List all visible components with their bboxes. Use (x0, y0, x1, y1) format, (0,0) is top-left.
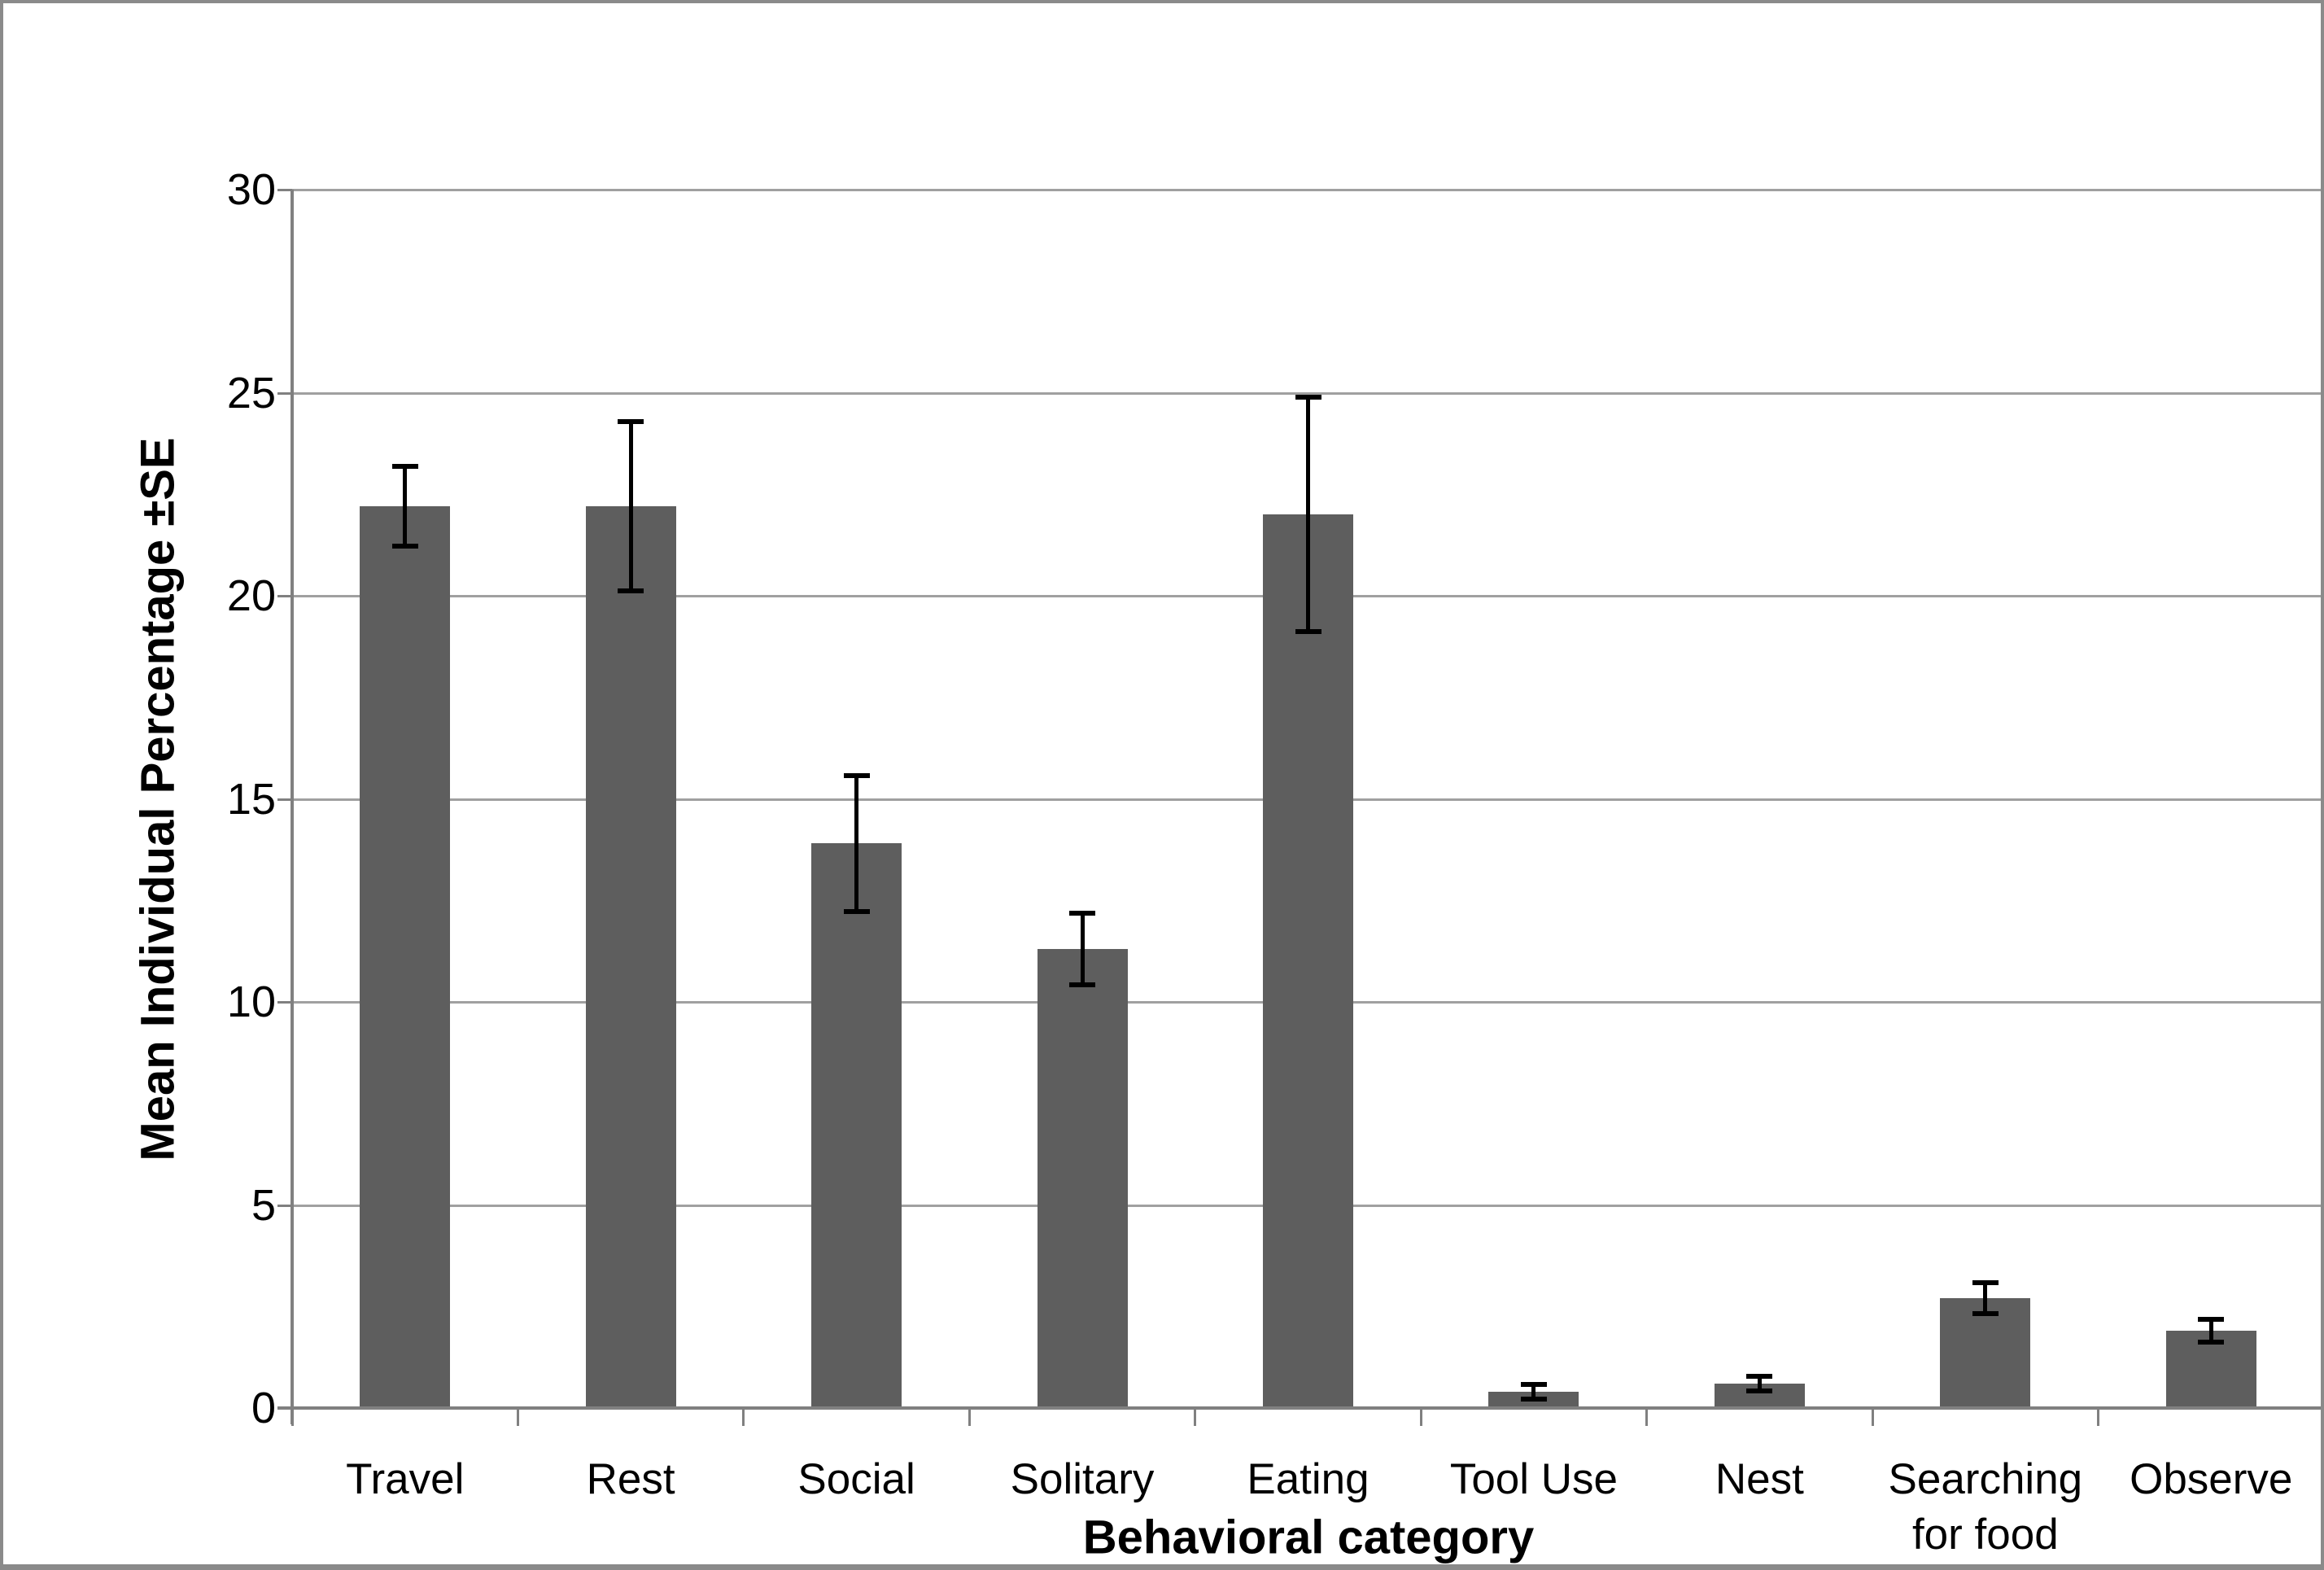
y-tick-30 (277, 189, 292, 191)
category-label-observe: Observe (2130, 1455, 2293, 1503)
error-cap-bottom-nest (1746, 1389, 1773, 1394)
error-cap-bottom-searching-for-food (1972, 1311, 1999, 1317)
error-cap-bottom-travel (391, 544, 418, 549)
y-tick-label-25: 25 (226, 368, 276, 418)
y-tick-15 (277, 798, 292, 801)
y-tick-label-5: 5 (251, 1180, 276, 1230)
x-tick-4 (1194, 1408, 1197, 1426)
bar-travel (360, 506, 451, 1408)
error-bar-rest (628, 421, 633, 592)
y-tick-label-20: 20 (226, 571, 276, 620)
bar-solitary (1037, 949, 1128, 1408)
error-cap-top-solitary (1069, 911, 1096, 916)
bar-social (811, 843, 902, 1408)
gridline-30 (292, 189, 2321, 191)
x-tick-2 (742, 1408, 745, 1426)
bar-searching-for-food (1940, 1298, 2031, 1408)
x-axis-title: Behavioral category (1082, 1511, 1535, 1564)
error-bar-eating (1306, 396, 1310, 632)
x-tick-6 (1645, 1408, 1649, 1426)
error-bar-tool-use (1531, 1384, 1536, 1400)
error-cap-top-searching-for-food (1972, 1280, 1999, 1286)
error-bar-observe (2208, 1319, 2213, 1344)
x-tick-5 (1419, 1408, 1422, 1426)
y-tick-label-15: 15 (226, 774, 276, 824)
error-bar-nest (1757, 1375, 1762, 1393)
x-axis-line (277, 1406, 2321, 1410)
error-bar-searching-for-food (1983, 1282, 1988, 1315)
category-label-eating: Eating (1247, 1455, 1370, 1503)
error-cap-bottom-solitary (1069, 982, 1096, 988)
y-tick-label-0: 0 (251, 1384, 276, 1432)
y-tick-5 (277, 1204, 292, 1207)
error-bar-social (854, 774, 859, 913)
gridline-25 (292, 391, 2321, 395)
x-tick-7 (1871, 1408, 1874, 1426)
category-label-nest: Nest (1715, 1455, 1804, 1503)
error-cap-bottom-observe (2198, 1340, 2225, 1345)
y-tick-10 (277, 1001, 292, 1004)
error-cap-top-travel (391, 464, 418, 470)
category-label-travel: Travel (346, 1455, 465, 1503)
error-cap-bottom-eating (1295, 628, 1321, 634)
error-cap-bottom-social (843, 909, 870, 915)
category-label-tool-use: Tool Use (1449, 1455, 1618, 1503)
y-tick-25 (277, 391, 292, 395)
y-tick-label-30: 30 (226, 165, 276, 214)
y-tick-label-10: 10 (226, 977, 276, 1026)
error-bar-solitary (1080, 912, 1085, 986)
category-label-solitary: Solitary (1010, 1455, 1155, 1503)
error-cap-top-eating (1295, 395, 1321, 400)
error-cap-bottom-rest (618, 588, 644, 593)
y-axis-line (290, 190, 294, 1424)
error-cap-top-observe (2198, 1317, 2225, 1323)
error-cap-top-rest (618, 419, 644, 425)
error-bar-travel (403, 466, 408, 548)
error-cap-top-nest (1746, 1374, 1773, 1380)
category-label-rest: Rest (586, 1455, 675, 1503)
error-cap-top-social (843, 772, 870, 778)
error-cap-bottom-tool-use (1520, 1397, 1547, 1402)
y-tick-20 (277, 595, 292, 597)
category-label-searching-for-food: Searching for food (1888, 1455, 2083, 1559)
x-tick-8 (2097, 1408, 2100, 1426)
error-cap-top-tool-use (1520, 1382, 1547, 1388)
category-label-social: Social (797, 1455, 915, 1503)
bar-rest (585, 506, 676, 1408)
x-tick-3 (968, 1408, 971, 1426)
bar-eating (1263, 514, 1353, 1408)
x-tick-1 (516, 1408, 519, 1426)
